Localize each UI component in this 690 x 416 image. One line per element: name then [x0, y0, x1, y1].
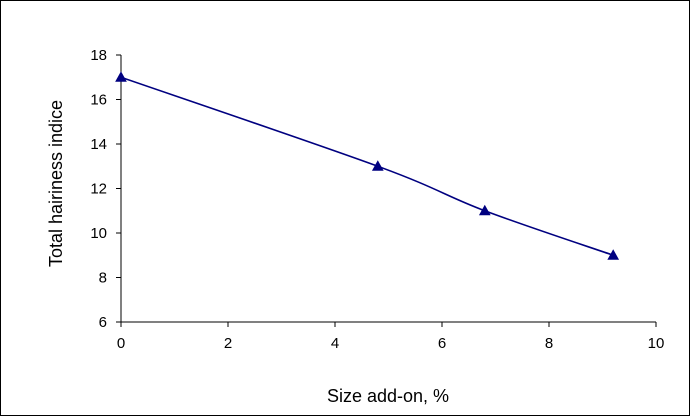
x-tick-label: 4 [331, 335, 339, 352]
y-axis-title: Total hairiness indice [46, 100, 66, 267]
y-tick-label: 6 [99, 314, 107, 331]
data-point-marker [478, 204, 491, 216]
y-tick-label: 8 [99, 270, 107, 287]
y-tick-label: 10 [90, 225, 107, 242]
x-tick-label: 2 [224, 335, 232, 352]
series-group [115, 71, 620, 260]
data-point-marker [371, 160, 384, 171]
x-tick-label: 0 [117, 335, 125, 352]
x-tick-label: 6 [438, 335, 446, 352]
y-tick-label: 12 [90, 181, 107, 198]
x-tick-label: 10 [648, 335, 665, 352]
data-point-marker [115, 71, 127, 82]
x-axis-title: Size add-on, % [327, 386, 449, 406]
y-tick-label: 18 [90, 47, 107, 64]
y-tick-label: 16 [90, 92, 107, 109]
y-axis-ticks: 6 8 10 12 14 16 18 [90, 47, 121, 331]
x-tick-label: 8 [545, 335, 553, 352]
y-tick-label: 14 [90, 136, 107, 153]
data-point-marker [607, 249, 620, 260]
series-line [120, 76, 614, 257]
x-axis-ticks: 0 2 4 6 8 10 [117, 322, 665, 352]
